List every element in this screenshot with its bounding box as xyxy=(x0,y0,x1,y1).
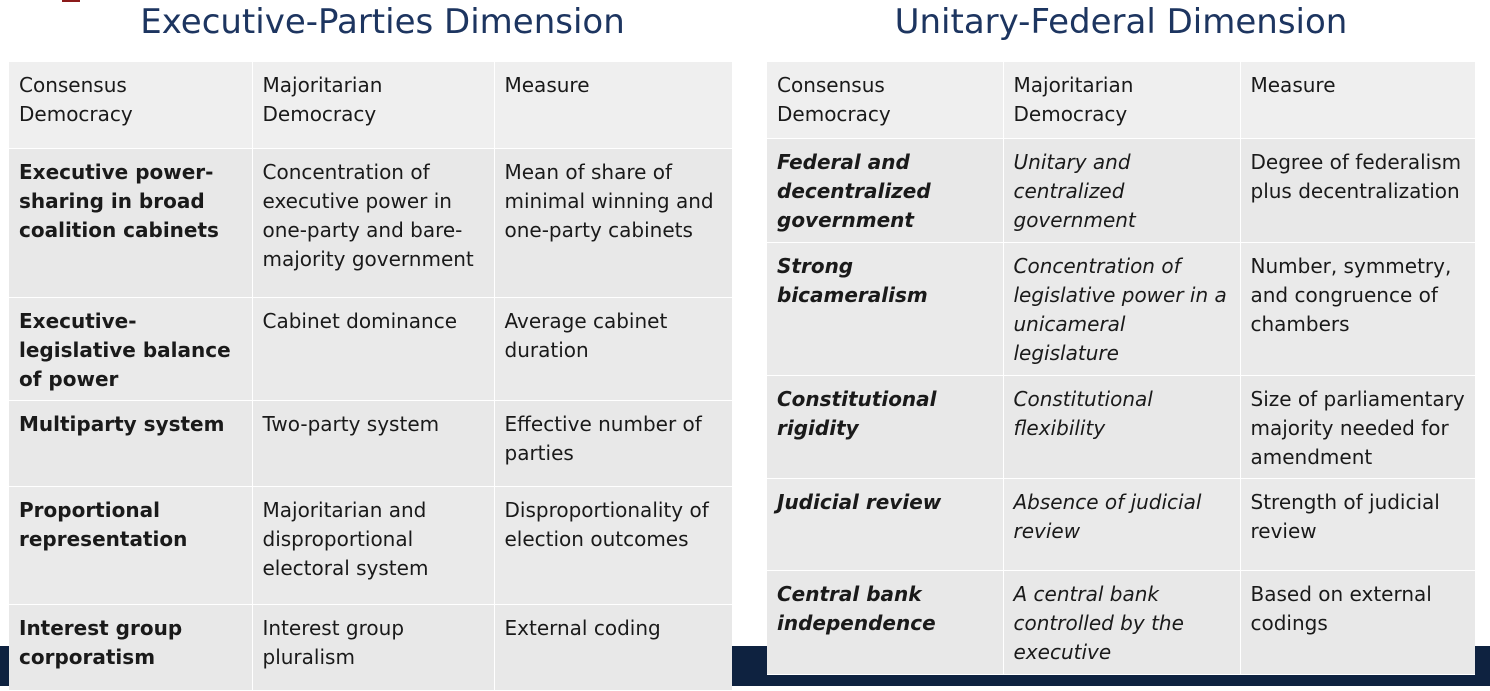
majoritarian-cell: Concentration of executive power in one-… xyxy=(252,148,495,298)
unitary-federal-table: Consensus Democracy Majoritarian Democra… xyxy=(767,62,1475,675)
header-measure: Measure xyxy=(1240,62,1475,139)
header-majoritarian: Majoritarian Democracy xyxy=(252,62,495,149)
consensus-cell: Strong bicameralism xyxy=(767,242,1004,376)
consensus-cell: Federal and decentralized government xyxy=(767,138,1004,243)
header-measure: Measure xyxy=(494,62,732,149)
header-majoritarian: Majoritarian Democracy xyxy=(1003,62,1241,139)
measure-cell: Based on external codings xyxy=(1240,570,1475,675)
executive-parties-table: Consensus Democracy Majoritarian Democra… xyxy=(9,62,732,691)
table-row: Federal and decentralized government Uni… xyxy=(767,138,1475,243)
executive-parties-title: Executive-Parties Dimension xyxy=(140,2,625,42)
majoritarian-cell: Absence of judicial review xyxy=(1003,478,1241,571)
table-row: Interest group corporatism Interest grou… xyxy=(9,604,732,691)
majoritarian-cell: Constitutional flexibility xyxy=(1003,375,1241,479)
header-consensus: Consensus Democracy xyxy=(767,62,1004,139)
measure-cell: Disproportionality of election outcomes xyxy=(494,486,732,605)
majoritarian-cell: Two-party system xyxy=(252,400,495,487)
measure-cell: External coding xyxy=(494,604,732,691)
majoritarian-cell: Concentration of legislative power in a … xyxy=(1003,242,1241,376)
table-row: Executive-legislative balance of power C… xyxy=(9,297,732,401)
majoritarian-cell: Majoritarian and disproportional elector… xyxy=(252,486,495,605)
table-row: Judicial review Absence of judicial revi… xyxy=(767,478,1475,571)
table-row: Constitutional rigidity Constitutional f… xyxy=(767,375,1475,479)
measure-cell: Average cabinet duration xyxy=(494,297,732,401)
majoritarian-cell: Interest group pluralism xyxy=(252,604,495,691)
majoritarian-cell: Unitary and centralized government xyxy=(1003,138,1241,243)
consensus-cell: Interest group corporatism xyxy=(9,604,253,691)
table-row: Central bank independence A central bank… xyxy=(767,570,1475,675)
measure-cell: Number, symmetry, and congruence of cham… xyxy=(1240,242,1475,376)
unitary-federal-title: Unitary-Federal Dimension xyxy=(894,2,1348,42)
consensus-cell: Constitutional rigidity xyxy=(767,375,1004,479)
consensus-cell: Multiparty system xyxy=(9,400,253,487)
table-row: Strong bicameralism Concentration of leg… xyxy=(767,242,1475,376)
measure-cell: Effective number of parties xyxy=(494,400,732,487)
consensus-cell: Proportional representation xyxy=(9,486,253,605)
measure-cell: Strength of judicial review xyxy=(1240,478,1475,571)
table-header-row: Consensus Democracy Majoritarian Democra… xyxy=(767,62,1475,139)
measure-cell: Degree of federalism plus decentralizati… xyxy=(1240,138,1475,243)
table-header-row: Consensus Democracy Majoritarian Democra… xyxy=(9,62,732,149)
consensus-cell: Executive-legislative balance of power xyxy=(9,297,253,401)
consensus-cell: Judicial review xyxy=(767,478,1004,571)
consensus-cell: Central bank independence xyxy=(767,570,1004,675)
table-row: Multiparty system Two-party system Effec… xyxy=(9,400,732,487)
header-accent xyxy=(62,0,80,2)
table-row: Proportional representation Majoritarian… xyxy=(9,486,732,605)
measure-cell: Size of parliamentary majority needed fo… xyxy=(1240,375,1475,479)
table-row: Executive power-sharing in broad coaliti… xyxy=(9,148,732,298)
header-consensus: Consensus Democracy xyxy=(9,62,253,149)
consensus-cell: Executive power-sharing in broad coaliti… xyxy=(9,148,253,298)
measure-cell: Mean of share of minimal winning and one… xyxy=(494,148,732,298)
majoritarian-cell: A central bank controlled by the executi… xyxy=(1003,570,1241,675)
majoritarian-cell: Cabinet dominance xyxy=(252,297,495,401)
